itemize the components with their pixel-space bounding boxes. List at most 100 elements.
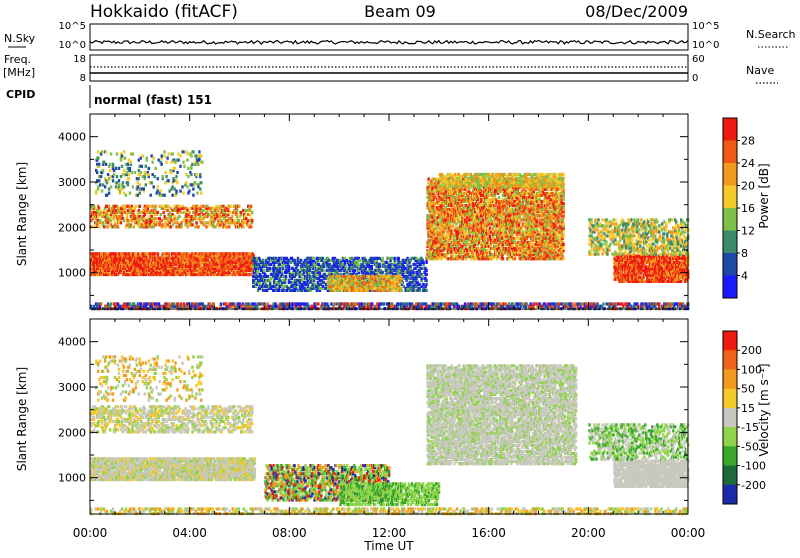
power-cell (105, 150, 107, 153)
power-cell (138, 177, 140, 180)
power-cell (176, 181, 178, 184)
power-cell (181, 185, 183, 188)
power-cell (190, 154, 192, 157)
nave-tick-top: 60 (692, 54, 705, 65)
power-cell (133, 225, 135, 228)
power-cell (155, 217, 157, 220)
nsky-trace (90, 41, 688, 45)
cpid-label: CPID (6, 88, 35, 101)
power-cell (123, 169, 125, 172)
power-cell (398, 257, 400, 260)
power-cell (229, 211, 231, 214)
power-cell (420, 267, 422, 270)
power-cell (228, 225, 230, 228)
power-cell (101, 150, 103, 153)
power-cell (178, 215, 180, 218)
nsearch-tick-top: 10^5 (692, 21, 719, 32)
nsky-panel-frame (90, 24, 688, 50)
power-cell (409, 265, 411, 268)
radar-summary-plot: Hokkaido (fitACF) Beam 09 08/Dec/2009 N.… (0, 0, 800, 554)
power-cell (425, 289, 427, 292)
power-cell (118, 179, 120, 182)
power-cell (153, 157, 155, 160)
power-cell (157, 185, 159, 188)
power-cell (354, 269, 356, 272)
power-cell (195, 173, 197, 176)
power-cell (148, 173, 150, 176)
power-cell (363, 275, 365, 278)
power-cell (195, 221, 197, 224)
power-cell (101, 190, 103, 193)
power-cell (98, 225, 100, 228)
power-scatter-data (90, 150, 689, 310)
power-cell (294, 259, 296, 262)
power-cell (183, 165, 185, 168)
power-cell (379, 263, 381, 266)
power-cell (197, 225, 199, 228)
power-cell (145, 183, 147, 186)
nsearch-tick-bottom: 10^0 (692, 40, 719, 51)
power-cell (401, 289, 403, 292)
freq-label: Freq. (4, 53, 31, 66)
power-cell (144, 171, 146, 174)
power-cell (152, 161, 154, 164)
power-cell (131, 171, 133, 174)
power-cell (173, 167, 175, 170)
power-cell (301, 277, 303, 280)
power-cell (425, 279, 427, 282)
power-cell (175, 190, 177, 193)
power-cell (98, 179, 100, 182)
power-cell (201, 161, 203, 164)
power-cell (205, 225, 207, 228)
power-cell (179, 165, 181, 168)
power-cell (401, 281, 403, 284)
power-cell (200, 154, 202, 157)
power-cell (190, 173, 192, 176)
power-cell (182, 150, 184, 153)
power-cell (288, 265, 290, 268)
power-cell (104, 185, 106, 188)
power-cell (422, 261, 424, 264)
power-cell (186, 185, 188, 188)
power-cell (300, 259, 302, 262)
beam-title: Beam 09 (364, 2, 436, 21)
power-cell (186, 152, 188, 155)
power-cell (109, 163, 111, 166)
power-cell (163, 211, 165, 214)
freq-panel-frame (90, 55, 688, 81)
nave-tick-bottom: 0 (692, 73, 698, 84)
power-cell (105, 163, 107, 166)
power-cell (167, 179, 169, 182)
power-cell (139, 192, 141, 195)
power-cell (176, 171, 178, 174)
power-cell (163, 194, 165, 197)
power-cell (199, 187, 201, 190)
power-cell (230, 205, 232, 208)
power-cell (162, 175, 164, 178)
power-cell (179, 190, 181, 193)
power-cell (155, 167, 157, 170)
power-cell (122, 181, 124, 184)
power-cell (382, 271, 384, 274)
power-cell (155, 205, 157, 208)
power-cell (153, 185, 155, 188)
power-cell (188, 190, 190, 193)
power-cell (192, 150, 194, 153)
power-cell (118, 167, 120, 170)
power-cell (154, 175, 156, 178)
power-cell (164, 171, 166, 174)
power-cell (130, 223, 132, 226)
power-cell (127, 181, 129, 184)
date-title: 08/Dec/2009 (585, 2, 688, 21)
power-cell (113, 173, 115, 176)
power-cell (102, 169, 104, 172)
power-cell (145, 165, 147, 168)
power-cell (132, 185, 134, 188)
power-cell (117, 225, 119, 228)
power-cell (188, 211, 190, 214)
power-cell (167, 152, 169, 155)
cpid-text: normal (fast) 151 (94, 93, 212, 107)
power-cell (359, 259, 361, 262)
power-cell (182, 161, 184, 164)
power-cell (160, 190, 162, 193)
